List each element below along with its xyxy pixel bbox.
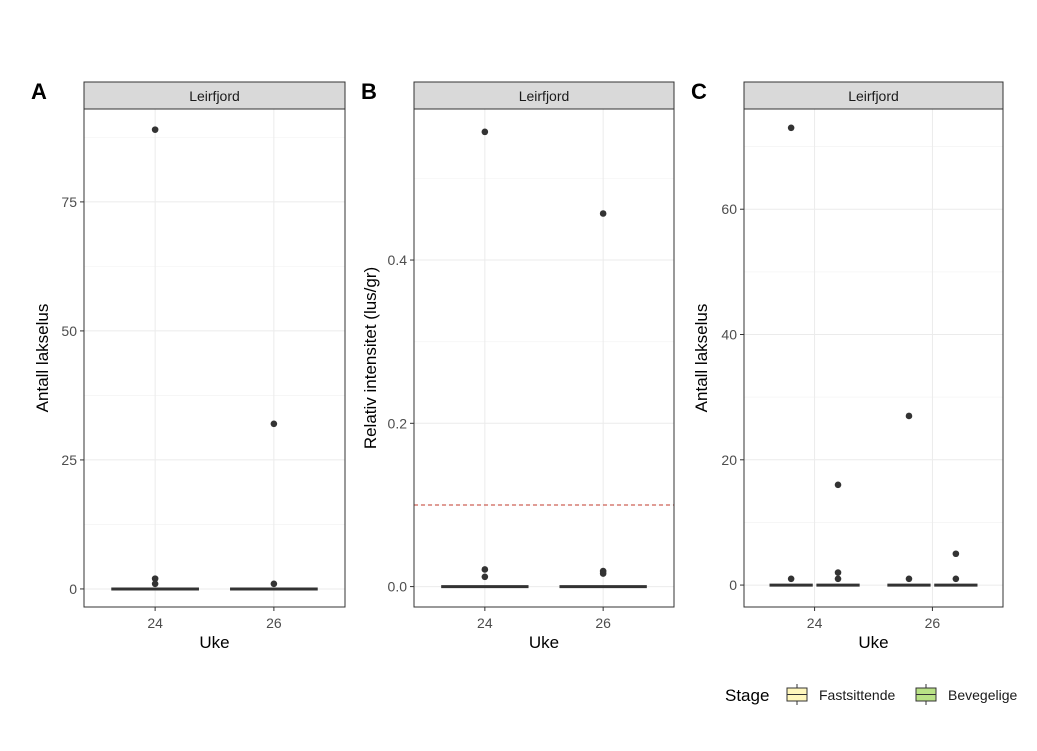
outlier-point-bevegelige-week-24 (834, 481, 842, 489)
plot-background (84, 109, 345, 607)
x-tick-label: 24 (477, 615, 493, 631)
y-tick-label: 0.0 (388, 579, 408, 595)
facet-label-c: Leirfjord (848, 88, 899, 104)
x-axis-title-b: Uke (529, 633, 559, 652)
outlier-point-bevegelige-week-26 (952, 575, 960, 583)
legend-title: Stage (725, 686, 769, 705)
y-tick-label: 0 (729, 577, 737, 593)
outlier-point-fastsittende-week-24 (481, 566, 489, 573)
facet-strip-b (413, 81, 675, 110)
x-tick-label: 24 (147, 615, 163, 631)
outlier-point-bevegelige-week-24 (834, 575, 842, 583)
outlier-point-fastsittende-week-24 (481, 128, 489, 136)
outlier-point-fastsittende-week-24 (151, 575, 159, 582)
x-axis-title-c: Uke (858, 633, 888, 652)
panel-letter-b: B (361, 79, 377, 104)
outlier-point-fastsittende-week-24 (151, 126, 159, 133)
y-tick-label: 50 (61, 323, 77, 339)
y-axis-title-a: Antall lakselus (33, 304, 52, 413)
facet-strip-a (83, 81, 346, 110)
x-tick-label: 26 (925, 615, 941, 631)
y-tick-label: 0.2 (388, 415, 408, 431)
panel-border (83, 108, 346, 608)
outlier-point-bevegelige-week-24 (834, 569, 842, 576)
outlier-point-fastsittende-week-24 (481, 573, 489, 581)
y-axis-title-c: Antall lakselus (692, 304, 711, 413)
y-tick-label: 0.4 (388, 252, 408, 268)
legend-label-fastsittende: Fastsittende (819, 687, 895, 703)
panel-a: A Leirfjord 0 25 50 75 24 26 Uke Antall lakse… (31, 79, 346, 652)
outlier-point-fastsittende-week-26 (270, 580, 278, 588)
outlier-point-fastsittende-week-26 (905, 412, 913, 420)
panel-c: C Leirfjord 0 20 40 60 24 26 Uke Antall lakse… (691, 79, 1004, 652)
y-tick-label: 25 (61, 452, 77, 468)
panel-border (413, 108, 675, 608)
y-axis-title-b: Relativ intensitet (lus/gr) (361, 267, 380, 449)
outlier-point-fastsittende-week-26 (599, 210, 607, 217)
outlier-point-bevegelige-week-26 (952, 550, 960, 558)
y-tick-label: 20 (721, 452, 737, 468)
plot-background (744, 109, 1003, 607)
legend: Stage Fastsittende Bevegelige (725, 684, 1017, 705)
facet-strip-c (743, 81, 1004, 110)
facet-label-b: Leirfjord (519, 88, 570, 104)
panel-letter-a: A (31, 79, 47, 104)
x-tick-label: 26 (595, 615, 611, 631)
y-tick-label: 40 (721, 327, 737, 343)
panel-b: B Leirfjord 0.0 0.2 0.4 24 26 Uke Relativ in… (361, 79, 675, 652)
outlier-point-fastsittende-week-24 (787, 124, 795, 132)
outlier-point-fastsittende-week-24 (787, 575, 795, 583)
facet-label-a: Leirfjord (189, 88, 240, 104)
legend-label-bevegelige: Bevegelige (948, 687, 1017, 703)
y-tick-label: 75 (61, 194, 77, 210)
plot-background (414, 109, 674, 607)
y-tick-label: 0 (69, 581, 77, 597)
y-tick-label: 60 (721, 201, 737, 217)
x-tick-label: 24 (807, 615, 823, 631)
panel-letter-c: C (691, 79, 707, 104)
panel-border (743, 108, 1004, 608)
legend-key-fastsittende (786, 684, 808, 705)
legend-key-bevegelige (915, 684, 937, 705)
outlier-point-fastsittende-week-26 (270, 420, 278, 428)
outlier-point-fastsittende-week-26 (599, 570, 607, 577)
x-tick-label: 26 (266, 615, 282, 631)
outlier-point-fastsittende-week-24 (151, 580, 159, 588)
x-axis-title-a: Uke (199, 633, 229, 652)
outlier-point-fastsittende-week-26 (905, 575, 913, 583)
